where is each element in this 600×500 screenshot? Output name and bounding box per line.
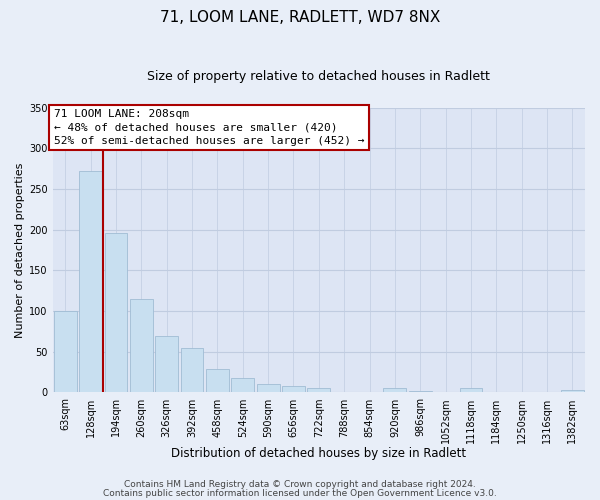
Bar — [232, 378, 254, 392]
Title: Size of property relative to detached houses in Radlett: Size of property relative to detached ho… — [148, 70, 490, 83]
Bar — [155, 336, 178, 392]
Y-axis label: Number of detached properties: Number of detached properties — [15, 162, 25, 338]
Bar — [561, 390, 584, 392]
Bar — [104, 233, 127, 392]
Bar — [206, 369, 229, 392]
Bar — [282, 386, 305, 392]
Text: Contains HM Land Registry data © Crown copyright and database right 2024.: Contains HM Land Registry data © Crown c… — [124, 480, 476, 489]
X-axis label: Distribution of detached houses by size in Radlett: Distribution of detached houses by size … — [171, 447, 466, 460]
Bar — [181, 348, 203, 393]
Text: Contains public sector information licensed under the Open Government Licence v3: Contains public sector information licen… — [103, 489, 497, 498]
Bar — [383, 388, 406, 392]
Bar — [54, 311, 77, 392]
Bar — [460, 388, 482, 392]
Bar — [409, 391, 431, 392]
Bar — [257, 384, 280, 392]
Text: 71 LOOM LANE: 208sqm
← 48% of detached houses are smaller (420)
52% of semi-deta: 71 LOOM LANE: 208sqm ← 48% of detached h… — [54, 110, 364, 146]
Text: 71, LOOM LANE, RADLETT, WD7 8NX: 71, LOOM LANE, RADLETT, WD7 8NX — [160, 10, 440, 25]
Bar — [130, 299, 153, 392]
Bar — [79, 171, 102, 392]
Bar — [307, 388, 330, 392]
